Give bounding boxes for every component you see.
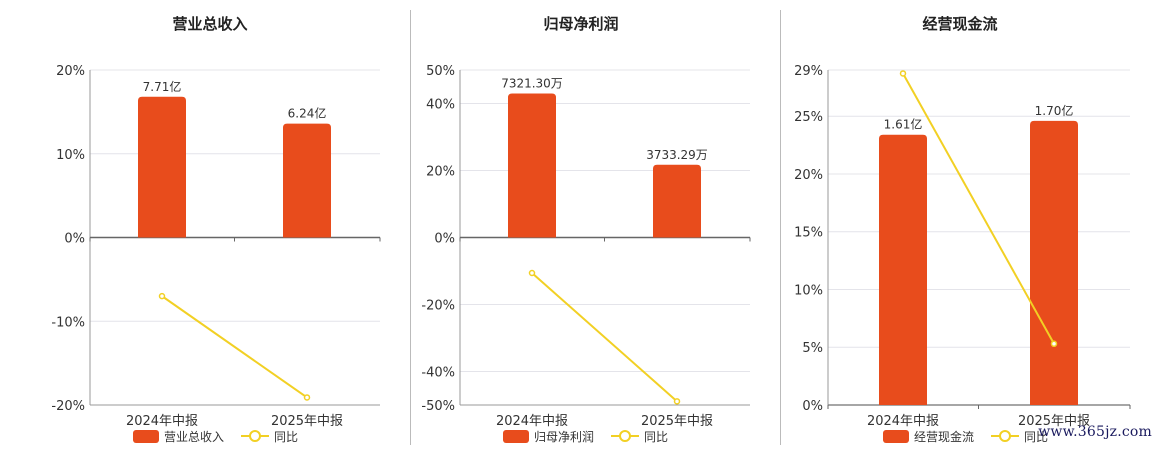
panel-divider	[780, 10, 781, 445]
bar	[138, 96, 186, 238]
y-tick-label: -20%	[421, 299, 455, 314]
y-tick-label: 10%	[56, 148, 85, 163]
y-tick-label: 25%	[794, 110, 823, 125]
bar-value-label: 7.71亿	[143, 79, 182, 94]
legend-line-label: 同比	[1024, 430, 1048, 444]
bar-value-label: 7321.30万	[501, 76, 563, 90]
bar-value-label: 3733.29万	[646, 148, 708, 162]
chart-title: 经营现金流	[922, 15, 997, 33]
y-tick-label: 15%	[794, 226, 823, 241]
yoy-point	[158, 292, 166, 300]
x-tick-label: 2025年中报	[271, 414, 343, 429]
watermark: www.365jz.com	[1038, 424, 1152, 440]
bar-value-label: 6.24亿	[288, 106, 327, 121]
legend-line-marker	[999, 430, 1011, 442]
legend-bar-swatch	[503, 430, 529, 443]
y-tick-label: 29%	[794, 64, 823, 79]
yoy-point	[673, 398, 681, 405]
yoy-point	[899, 70, 907, 77]
y-tick-label: -10%	[51, 315, 85, 330]
y-tick-label: 20%	[56, 64, 85, 79]
x-tick-label: 2024年中报	[496, 414, 568, 429]
bar-value-label: 1.70亿	[1035, 103, 1074, 118]
yoy-line	[161, 295, 308, 399]
yoy-line	[531, 272, 678, 403]
bar	[1030, 120, 1078, 406]
legend-line-marker	[619, 430, 631, 442]
legend-bar-label: 经营现金流	[914, 429, 974, 444]
y-tick-label: 20%	[794, 168, 823, 183]
y-tick-label: -40%	[421, 366, 455, 381]
x-tick-label: 2024年中报	[126, 414, 198, 429]
legend-line-label: 同比	[644, 430, 668, 444]
legend-bar-swatch	[883, 430, 909, 443]
yoy-line	[902, 72, 1055, 345]
legend-line-label: 同比	[274, 430, 298, 444]
y-tick-label: 0%	[802, 399, 823, 414]
bar	[879, 134, 927, 406]
yoy-point	[528, 269, 536, 277]
chart-title: 归母净利润	[543, 15, 618, 33]
legend-line-marker	[249, 430, 261, 442]
y-tick-label: 0%	[64, 232, 85, 247]
y-tick-label: 10%	[794, 283, 823, 298]
yoy-point	[1050, 340, 1058, 348]
chart-title: 营业总收入	[172, 15, 247, 33]
bar	[508, 93, 556, 238]
y-tick-label: -50%	[421, 399, 455, 414]
x-tick-label: 2025年中报	[1018, 414, 1090, 429]
legend-bar-swatch	[133, 430, 159, 443]
y-tick-label: 40%	[426, 98, 455, 113]
bar-value-label: 1.61亿	[884, 117, 923, 132]
legend-bar-label: 营业总收入	[164, 430, 224, 444]
x-tick-label: 2024年中报	[867, 414, 939, 429]
yoy-point	[303, 394, 311, 401]
bar	[653, 164, 701, 238]
y-tick-label: -20%	[51, 399, 85, 414]
y-tick-label: 20%	[426, 165, 455, 180]
legend-bar-label: 归母净利润	[534, 430, 594, 444]
x-tick-label: 2025年中报	[641, 414, 713, 429]
y-tick-label: 50%	[426, 64, 455, 79]
panel-divider	[410, 10, 411, 445]
y-tick-label: 5%	[802, 341, 823, 356]
y-tick-label: 0%	[434, 232, 455, 247]
bar	[283, 123, 331, 238]
